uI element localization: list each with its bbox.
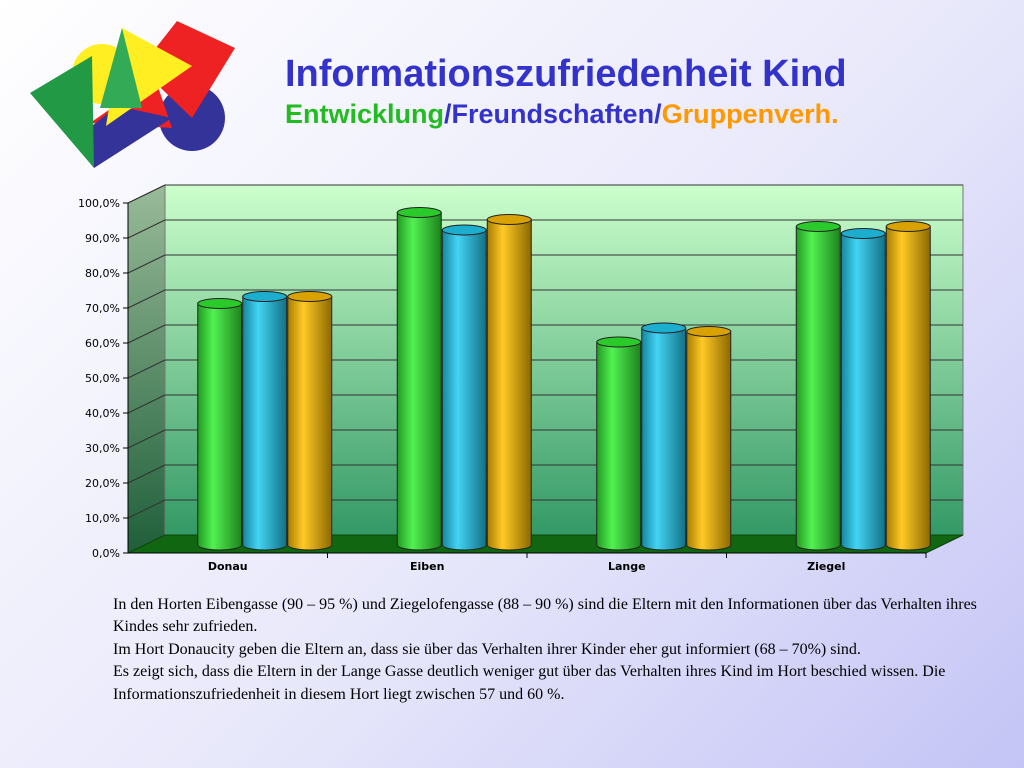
bar-body — [840, 233, 886, 551]
description-paragraph: In den Horten Eibengasse (90 – 95 %) und… — [113, 596, 977, 636]
description-text: In den Horten Eibengasse (90 – 95 %) und… — [113, 594, 1013, 706]
bar-top — [287, 291, 333, 302]
y-tick-label: 50,0% — [85, 372, 120, 385]
subtitle-part: / — [444, 99, 452, 129]
x-tick-label: Ziegel — [807, 560, 845, 573]
y-tick-label: 100,0% — [78, 197, 120, 210]
bar-ziegel-series-2 — [840, 228, 886, 551]
gridline-side — [127, 219, 166, 239]
bar-top — [795, 221, 841, 232]
bar-body — [795, 226, 841, 551]
bar-top — [441, 224, 487, 236]
gridline-side — [127, 429, 166, 449]
bar-body — [641, 327, 687, 551]
y-tick-label: 30,0% — [85, 442, 120, 455]
bar-top — [396, 207, 442, 218]
bar-lange-series-2 — [641, 322, 687, 551]
bar-donau-series-1 — [197, 298, 243, 551]
bar-eiben-series-3 — [486, 214, 532, 551]
gridline-side — [127, 394, 166, 414]
description-paragraph: Es zeigt sich, dass die Eltern in der La… — [113, 663, 946, 703]
x-tick-label: Eiben — [410, 560, 444, 573]
y-tick-label: 70,0% — [85, 302, 120, 315]
bar-top — [641, 322, 687, 334]
bar-top — [840, 228, 886, 239]
logo-triangles — [30, 21, 235, 168]
bar-top — [596, 336, 642, 348]
subtitle-part: Gruppenverh. — [661, 99, 839, 129]
gridline-side — [127, 184, 166, 204]
bar-top — [885, 221, 931, 232]
gridline-side — [127, 324, 166, 344]
bar-chart: 0,0% 10,0% 20,0% 30,0% 40,0% 50,0% 60,0% 70,0% 8… — [78, 184, 964, 573]
subtitle-part: Freundschaften — [451, 99, 655, 129]
bar-body — [197, 303, 243, 551]
bar-top — [486, 214, 532, 225]
x-tick-label: Lange — [608, 560, 646, 573]
bar-eiben-series-1 — [396, 207, 442, 551]
y-tick-label: 0,0% — [92, 547, 120, 560]
gridline-side — [127, 254, 166, 274]
y-tick-label: 40,0% — [85, 407, 120, 420]
bar-body — [596, 341, 642, 551]
y-tick-label: 20,0% — [85, 477, 120, 490]
bar-eiben-series-2 — [441, 224, 487, 551]
slide-title: Informationszufriedenheit Kind — [285, 53, 847, 95]
y-tick-label: 90,0% — [85, 232, 120, 245]
subtitle-part: Entwicklung — [285, 99, 445, 129]
bar-ziegel-series-3 — [885, 221, 931, 551]
bar-body — [686, 331, 732, 551]
slide-subtitle: Entwicklung/Freundschaften/Gruppenverh. — [285, 98, 1005, 130]
bar-top — [686, 326, 732, 337]
bar-body — [396, 212, 442, 551]
bar-ziegel-series-1 — [795, 221, 841, 551]
gridline-side — [127, 499, 166, 519]
gridline-side — [127, 359, 166, 379]
bar-body — [441, 229, 487, 551]
gridline-side — [127, 289, 166, 309]
x-tick-label: Donau — [208, 560, 248, 573]
subtitle-part: / — [654, 99, 662, 129]
y-tick-label: 10,0% — [85, 512, 120, 525]
bar-body — [242, 296, 288, 551]
bar-top — [242, 291, 288, 302]
bar-body — [287, 296, 333, 551]
bar-body — [486, 219, 532, 551]
bar-lange-series-1 — [596, 336, 642, 551]
bar-body — [885, 226, 931, 551]
bar-donau-series-2 — [242, 291, 288, 551]
description-paragraph: Im Hort Donaucity geben die Eltern an, d… — [113, 640, 861, 658]
y-tick-label: 60,0% — [85, 337, 120, 350]
gridline-side — [127, 464, 166, 484]
title-block: Informationszufriedenheit Kind Entwicklu… — [285, 52, 1005, 130]
bar-lange-series-3 — [686, 326, 732, 551]
bar-top — [197, 298, 243, 309]
bar-donau-series-3 — [287, 291, 333, 551]
y-tick-label: 80,0% — [85, 267, 120, 280]
